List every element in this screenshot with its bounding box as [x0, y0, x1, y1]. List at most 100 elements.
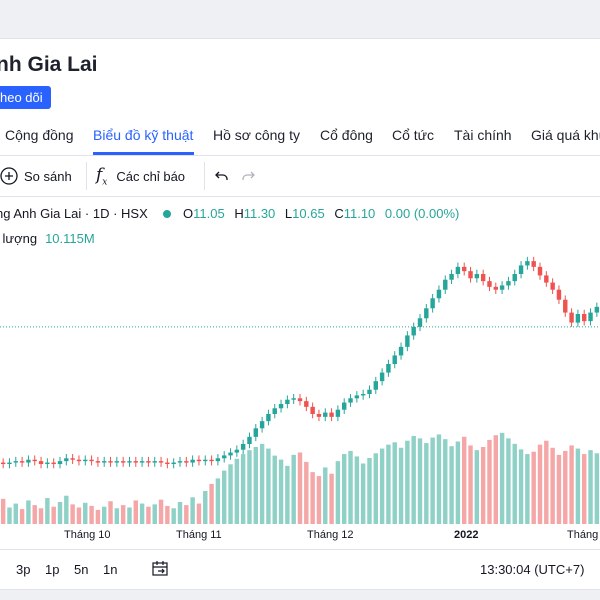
candle-body — [360, 394, 366, 396]
candle-body — [114, 461, 120, 463]
redo-button[interactable] — [240, 156, 256, 196]
volume-bar — [45, 498, 50, 524]
candle-body — [468, 271, 473, 279]
candle-body — [588, 312, 593, 322]
candle-body — [531, 261, 536, 267]
candle-body — [76, 459, 82, 462]
candle-body — [569, 312, 574, 323]
volume-bar — [253, 447, 258, 524]
volume-bar — [304, 461, 309, 524]
volume-bar — [95, 509, 101, 524]
volume-bar — [133, 500, 138, 524]
candlestick-chart[interactable]: FF — [0, 224, 600, 524]
candle-body — [379, 372, 385, 382]
candle-body — [392, 355, 397, 364]
volume-bar — [190, 497, 195, 524]
fx-icon: fx — [96, 164, 108, 188]
volume-bar — [430, 437, 435, 524]
volume-bar — [417, 438, 423, 524]
candle-body — [563, 299, 568, 313]
open-value: 11.05 — [193, 206, 225, 221]
tab-technical-chart[interactable]: Biểu đồ kỹ thuật — [93, 127, 194, 143]
date-range-button[interactable] — [151, 560, 169, 581]
candle-body — [480, 274, 486, 282]
candle-body — [266, 414, 271, 422]
volume-bar — [177, 502, 183, 524]
volume-bar — [398, 447, 404, 524]
volume-bar — [449, 446, 454, 524]
candle-body — [582, 314, 587, 322]
company-title: nh Gia Lai — [0, 53, 98, 76]
volume-bar — [278, 459, 284, 524]
candle-body — [70, 458, 75, 460]
volume-bar — [285, 465, 290, 524]
volume-bar — [266, 448, 271, 524]
candle-body — [417, 318, 423, 327]
candle-body — [430, 298, 435, 309]
follow-button[interactable]: heo dõi — [0, 86, 51, 109]
candle-body — [291, 398, 296, 400]
volume-bar — [582, 454, 587, 524]
undo-button[interactable] — [214, 156, 230, 196]
candle-body — [0, 462, 6, 464]
candle-body — [152, 461, 157, 463]
tab-price-history[interactable]: Giá quá khứ — [531, 127, 600, 143]
toolbar-divider — [204, 162, 205, 190]
candle-body — [26, 459, 31, 463]
volume-bar — [32, 505, 37, 524]
candle-body — [556, 289, 562, 300]
candle-body — [190, 459, 195, 463]
candle-body — [436, 289, 442, 299]
tab-company-profile[interactable]: Hồ sơ công ty — [213, 127, 300, 143]
range-button-1y[interactable]: 1n — [103, 562, 118, 577]
volume-bar — [443, 439, 448, 524]
candle-body — [411, 326, 416, 336]
tab-bar: Cộng đồng Biểu đồ kỹ thuật Hồ sơ công ty… — [0, 119, 600, 156]
candle-body — [234, 449, 240, 453]
tab-dividends[interactable]: Cổ tức — [392, 127, 435, 143]
candle-body — [45, 462, 50, 464]
volume-bar — [209, 483, 214, 524]
volume-bar — [102, 506, 107, 524]
change-value: 0.00 (0.00%) — [384, 206, 460, 221]
candle-body — [102, 461, 107, 463]
range-button-5y[interactable]: 5n — [74, 562, 89, 577]
volume-bar — [0, 498, 6, 524]
volume-bar — [247, 450, 252, 524]
tab-financials[interactable]: Tài chính — [454, 127, 512, 143]
volume-bar — [480, 447, 486, 524]
tab-shareholders[interactable]: Cổ đông — [320, 127, 373, 143]
compare-button[interactable]: So sánh — [0, 156, 72, 196]
range-button-1m[interactable]: 1p — [45, 562, 60, 577]
low-label: L — [284, 206, 293, 221]
tab-community[interactable]: Cộng đồng — [5, 127, 74, 143]
volume-bar — [171, 508, 176, 524]
market-status-icon — [163, 210, 172, 219]
volume-bar — [531, 451, 536, 524]
candle-body — [222, 455, 227, 459]
range-button-3m[interactable]: 3p — [16, 562, 31, 577]
candle-body — [139, 461, 145, 463]
candle-body — [228, 452, 233, 456]
volume-bar — [392, 442, 397, 524]
candle-body — [316, 414, 322, 417]
volume-bar — [506, 438, 511, 524]
candle-body — [537, 266, 543, 276]
volume-bar — [127, 507, 132, 524]
candle-body — [594, 306, 600, 313]
volume-bar — [70, 504, 75, 524]
volume-label: i lượng — [0, 231, 38, 246]
volume-bar — [354, 456, 360, 524]
candle-body — [184, 461, 189, 463]
candle-body — [165, 462, 170, 464]
candle-body — [462, 266, 467, 272]
volume-bar — [272, 455, 277, 524]
volume-bar — [19, 509, 25, 524]
candle-body — [373, 381, 378, 390]
volume-bar — [120, 505, 126, 524]
volume-bar — [575, 448, 581, 524]
candle-body — [405, 335, 410, 347]
volume-bar — [462, 436, 467, 524]
volume-bar — [455, 441, 461, 524]
indicators-button[interactable]: fx Các chỉ báo — [96, 156, 185, 196]
